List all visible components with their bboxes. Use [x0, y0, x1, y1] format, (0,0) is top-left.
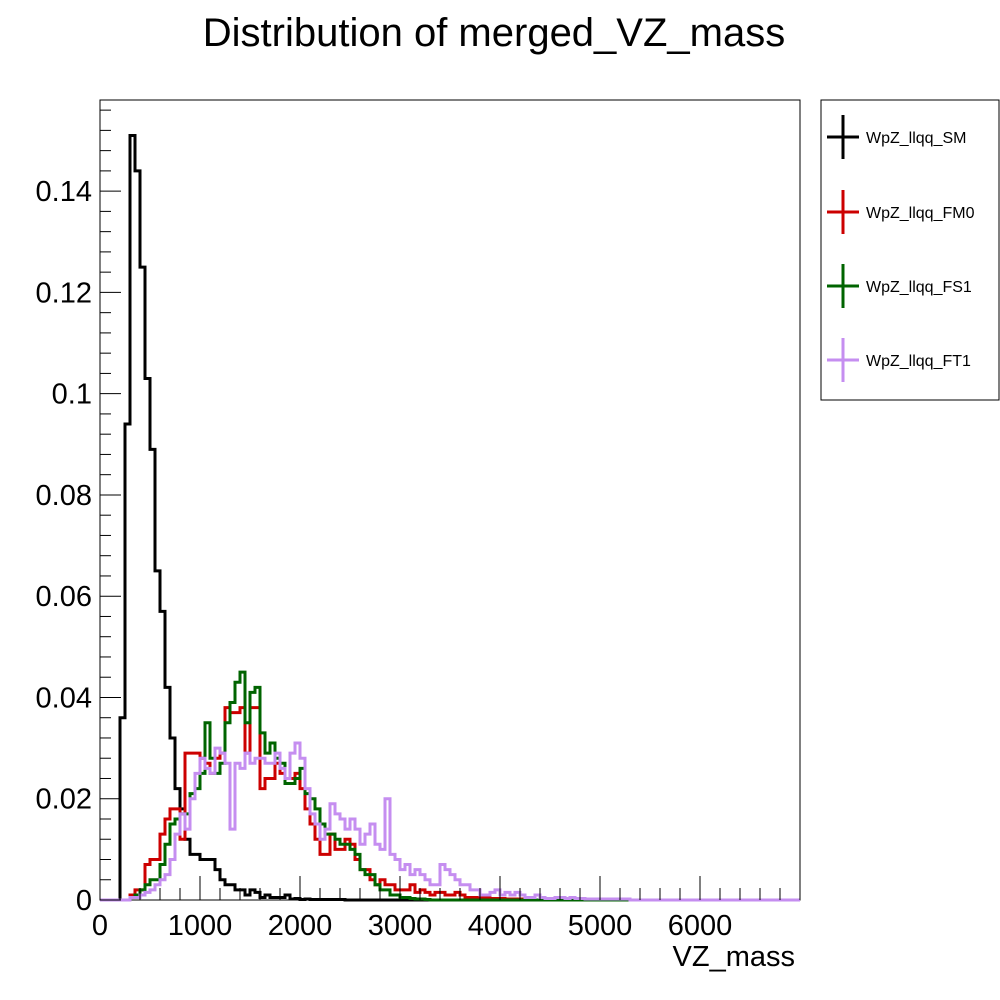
y-tick-label: 0: [76, 885, 92, 917]
x-tick-label: 1000: [168, 910, 233, 942]
plot-frame: [99, 99, 801, 901]
plot-area: 0 0.02 0.04 0.06 0.08 0.1 0.12 0.14 0 1000 2000 30…: [36, 99, 801, 942]
legend-entry: WpZ_llqq_FT1: [827, 338, 971, 382]
y-tick-label: 0.04: [36, 682, 92, 714]
legend-label: WpZ_llqq_FT1: [866, 353, 971, 370]
legend: WpZ_llqq_SM WpZ_llqq_FM0 WpZ_llqq_FS1 WpZ_l…: [820, 99, 1000, 401]
legend-label: WpZ_llqq_FS1: [866, 279, 972, 296]
legend-entries: WpZ_llqq_SM WpZ_llqq_FM0 WpZ_llqq_FS1 WpZ_l…: [827, 115, 975, 382]
x-tick-label: 6000: [668, 910, 733, 942]
y-tick-label: 0.1: [52, 379, 92, 411]
y-tick-label: 0.08: [36, 480, 92, 512]
x-tick-label: 5000: [568, 910, 633, 942]
x-tick-label: 3000: [368, 910, 433, 942]
legend-label: WpZ_llqq_SM: [866, 130, 966, 147]
x-tick-label: 2000: [268, 910, 333, 942]
legend-label: WpZ_llqq_FM0: [866, 205, 975, 222]
series-line-WpZ_llqq_FS1: [100, 670, 800, 902]
x-tick-label: 4000: [468, 910, 533, 942]
legend-box: [820, 99, 1000, 401]
series-line-WpZ_llqq_FT1: [100, 741, 800, 902]
chart-title: Distribution of merged_VZ_mass: [203, 11, 785, 55]
y-tick-label: 0.12: [36, 277, 92, 309]
x-axis-label: VZ_mass: [673, 941, 795, 973]
y-tick-label: 0.14: [36, 176, 92, 208]
y-tick-label: 0.06: [36, 581, 92, 613]
y-tick-label: 0.02: [36, 784, 92, 816]
x-axis: 0 1000 2000 3000 4000 5000 6000: [92, 876, 801, 942]
legend-entry: WpZ_llqq_SM: [827, 115, 966, 159]
legend-entry: WpZ_llqq_FM0: [827, 190, 975, 234]
y-axis: 0 0.02 0.04 0.06 0.08 0.1 0.12 0.14: [36, 109, 121, 917]
legend-entry: WpZ_llqq_FS1: [827, 264, 972, 308]
x-tick-label: 0: [92, 910, 108, 942]
